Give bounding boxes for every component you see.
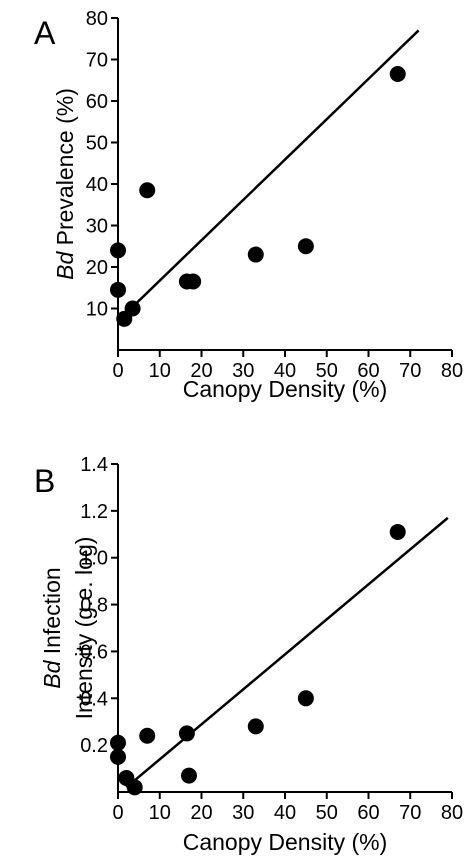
data-point	[297, 238, 314, 255]
x-tick-label: 50	[316, 802, 338, 824]
y-axis-title-italic: Bd	[52, 251, 78, 280]
data-point	[389, 66, 406, 83]
x-tick-label: 0	[112, 360, 123, 382]
y-axis-title-rest: Infection	[39, 567, 65, 660]
x-tick-label: 40	[274, 360, 296, 382]
x-tick-label: 30	[232, 802, 254, 824]
y-tick-label: 0.6	[80, 641, 108, 663]
y-tick-label: 0.2	[80, 735, 108, 757]
y-tick-label: 20	[86, 257, 108, 279]
y-tick-label: 80	[86, 8, 108, 30]
data-point	[139, 182, 156, 199]
x-tick-label: 20	[190, 802, 212, 824]
x-tick-label: 70	[399, 802, 421, 824]
data-point	[126, 779, 143, 796]
trend-line	[117, 29, 420, 322]
data-point	[297, 690, 314, 707]
y-tick-label: 0.4	[80, 688, 108, 710]
y-tick-label: 0.8	[80, 595, 108, 617]
panel-letter: B	[34, 463, 55, 499]
data-point	[139, 727, 156, 744]
trend-line	[125, 516, 449, 789]
y-tick-label: 60	[86, 91, 108, 113]
x-tick-label: 60	[357, 802, 379, 824]
x-tick-label: 10	[149, 360, 171, 382]
x-axis-title: Canopy Density (%)	[183, 376, 388, 402]
y-axis-title: Bd Prevalence (%)	[52, 88, 78, 280]
x-tick-label: 70	[399, 360, 421, 382]
data-point	[110, 242, 126, 259]
data-point	[110, 281, 126, 298]
data-point	[247, 246, 264, 263]
y-tick-label: 1.2	[80, 501, 108, 523]
data-point	[185, 273, 202, 290]
x-tick-label: 50	[316, 360, 338, 382]
y-tick-label: 70	[86, 50, 108, 72]
x-tick-label: 0	[112, 802, 123, 824]
y-axis-title-italic: Bd	[39, 659, 65, 688]
x-tick-label: 10	[149, 802, 171, 824]
data-point	[178, 725, 195, 742]
x-axis-title: Canopy Density (%)	[183, 829, 388, 855]
data-point	[247, 718, 264, 735]
y-tick-label: 40	[86, 174, 108, 196]
x-tick-label: 30	[232, 360, 254, 382]
panel-letter: A	[34, 15, 56, 51]
y-tick-label: 1.4	[80, 454, 108, 476]
panel-a: A 0 10 20 30 40 50 60 70 80 10 20 30 40 50 60 70 80 Canopy…	[34, 8, 463, 402]
y-tick-label: 50	[86, 133, 108, 155]
y-tick-label: 30	[86, 216, 108, 238]
data-point	[180, 767, 197, 784]
data-point	[110, 734, 126, 751]
y-tick-label: 10	[86, 299, 108, 321]
data-point	[110, 748, 126, 765]
data-point	[389, 523, 406, 540]
y-axis-title-line2: Intensity (g.e. log)	[71, 537, 97, 720]
x-tick-label: 40	[274, 802, 296, 824]
x-tick-label: 20	[190, 360, 212, 382]
y-tick-label: 1.0	[80, 548, 108, 570]
data-point	[124, 300, 141, 317]
x-tick-label: 80	[441, 802, 463, 824]
panel-b: B 0 10 20 30 40 50 60 70 80 0.2 0.4 0.6 0.8 1.0 1.2 1.4 C…	[34, 454, 463, 855]
y-axis-title-rest: Prevalence (%)	[52, 88, 78, 252]
x-tick-label: 60	[357, 360, 379, 382]
y-axis-title-line1: Bd Infection	[39, 567, 65, 688]
x-tick-label: 80	[441, 360, 463, 382]
